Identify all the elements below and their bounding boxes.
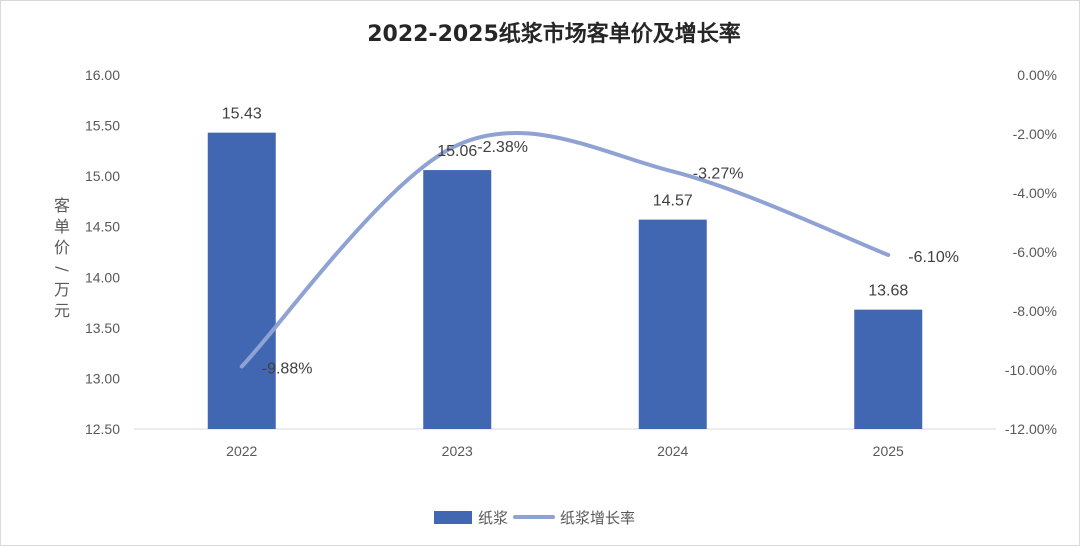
left-tick-label: 14.00 (85, 269, 120, 285)
bar (639, 220, 707, 429)
right-tick-label: -2.00% (1013, 126, 1057, 142)
bar-value-label: 15.43 (222, 106, 262, 123)
left-tick-label: 14.50 (85, 219, 120, 235)
left-tick-label: 13.00 (85, 370, 120, 386)
line-value-label: -2.38% (477, 139, 528, 156)
left-axis-ticks: 16.00 15.50 15.00 14.50 14.00 13.50 13.00 12.50 (85, 67, 120, 437)
bar (423, 170, 491, 429)
y-axis-label-char: / (53, 266, 72, 272)
left-tick-label: 12.50 (85, 421, 120, 437)
y-axis-label-char: 价 (54, 238, 70, 257)
legend-bar-swatch (434, 511, 472, 524)
bar-value-label: 15.06 (437, 143, 477, 160)
bar-value-label: 14.57 (653, 193, 693, 210)
right-tick-label: -4.00% (1013, 185, 1057, 201)
line-value-label: -6.10% (908, 249, 959, 266)
y-axis-label-char: 万 (54, 280, 70, 299)
left-tick-label: 15.00 (85, 168, 120, 184)
bar-value-label: 13.68 (868, 283, 908, 300)
bar (854, 310, 922, 429)
line-value-label: -3.27% (693, 165, 744, 182)
y-axis-label-char: 单 (54, 217, 70, 236)
category-label: 2022 (226, 443, 257, 459)
right-axis-ticks: 0.00% -2.00% -4.00% -6.00% -8.00% -10.00% -12.… (1005, 67, 1057, 437)
growth-line-series (242, 133, 889, 366)
left-tick-label: 16.00 (85, 67, 120, 83)
bar (208, 133, 276, 429)
category-label: 2023 (442, 443, 473, 459)
right-tick-label: -6.00% (1013, 244, 1057, 260)
right-tick-label: -12.00% (1005, 421, 1057, 437)
y-axis-label: 客单价 / 万元 (53, 196, 72, 320)
growth-line-path (242, 133, 889, 366)
category-labels: 2022 2023 2024 2025 (226, 443, 904, 459)
category-label: 2025 (873, 443, 904, 459)
legend-line-label: 纸浆增长率 (560, 509, 635, 527)
line-value-label: -9.88% (262, 360, 313, 377)
y-axis-label-char: 客 (54, 196, 70, 215)
chart-title: 2022-2025纸浆市场客单价及增长率 (367, 21, 741, 47)
category-label: 2024 (657, 443, 688, 459)
y-axis-label-char: 元 (54, 301, 70, 320)
right-tick-label: -8.00% (1013, 303, 1057, 319)
legend-bar-label: 纸浆 (478, 509, 508, 527)
left-tick-label: 13.50 (85, 320, 120, 336)
right-tick-label: 0.00% (1017, 67, 1057, 83)
left-tick-label: 15.50 (85, 118, 120, 134)
legend: 纸浆 纸浆增长率 (434, 509, 635, 527)
right-tick-label: -10.00% (1005, 362, 1057, 378)
